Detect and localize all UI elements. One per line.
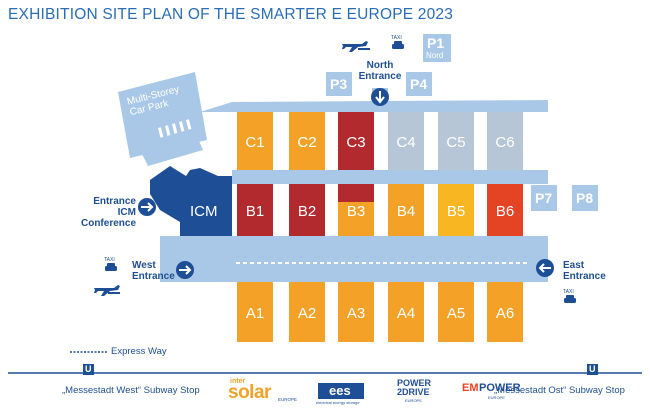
empower-logo: EM POWER EUROPE xyxy=(462,382,521,400)
subway-icon-east xyxy=(587,364,598,375)
ees-logo: ees electrical energy storage xyxy=(316,383,360,405)
hall-label: C6 xyxy=(495,134,514,151)
hall-label: B3 xyxy=(347,203,365,220)
hall-c1[interactable]: C1 xyxy=(237,112,273,170)
hall-label: B1 xyxy=(246,203,264,220)
hall-label: A2 xyxy=(298,305,316,322)
subway-letter-west: U xyxy=(85,364,92,374)
parking-p3-label: P3 xyxy=(330,76,348,92)
west-entrance-label: West Entrance xyxy=(132,260,175,282)
hall-label: A1 xyxy=(246,305,264,322)
page-title: EXHIBITION SITE PLAN OF THE SMARTER E EU… xyxy=(8,6,454,23)
intersolar-logo: inter solar EUROPE xyxy=(228,378,298,403)
icm-entrance-icon[interactable] xyxy=(138,198,156,216)
hall-label: C2 xyxy=(297,134,316,151)
airplane-icon xyxy=(94,285,120,296)
taxi-icon xyxy=(392,41,404,49)
hall-label: B2 xyxy=(298,203,316,220)
taxi-icon xyxy=(564,295,576,303)
hall-label: B6 xyxy=(496,203,514,220)
hall-label: B5 xyxy=(447,203,465,220)
parking-p8[interactable] xyxy=(572,185,598,211)
parking-p1-label: P1 xyxy=(427,35,445,51)
icm-entrance-label: Entrance ICM Conference xyxy=(80,196,136,229)
hall-b2[interactable]: B2 xyxy=(289,184,325,236)
parking-p4-label: P4 xyxy=(410,76,428,92)
hall-label: B4 xyxy=(397,203,415,220)
hall-complex-outline xyxy=(160,88,548,282)
hall-c6[interactable]: C6 xyxy=(487,112,523,170)
hall-c5[interactable]: C5 xyxy=(438,112,474,170)
north-entrance-label: North Entrance xyxy=(358,60,402,82)
hall-a1[interactable]: A1 xyxy=(237,282,273,342)
parking-p1[interactable] xyxy=(423,34,451,62)
hall-a4[interactable]: A4 xyxy=(388,282,424,342)
subway-west-label: „Messestadt West“ Subway Stop xyxy=(62,385,200,396)
ees-logo-box xyxy=(318,383,364,399)
east-entrance-label: East Entrance xyxy=(563,260,606,282)
west-entrance-icon[interactable] xyxy=(176,261,194,279)
hall-a6[interactable]: A6 xyxy=(487,282,523,342)
icm-label: ICM xyxy=(190,203,218,220)
north-entrance-icon[interactable] xyxy=(371,88,389,106)
parking-p7-label: P7 xyxy=(535,190,553,206)
parking-p8-label: P8 xyxy=(576,190,594,206)
hall-a3[interactable]: A3 xyxy=(338,282,374,342)
subway-letter-east: U xyxy=(589,364,596,374)
hall-a2[interactable]: A2 xyxy=(289,282,325,342)
exhibition-halls: C1 C2 C3 C4 C5 C6 B1 B2 B3 B4 B5 B6 A1 A2 A3 A4 A5 A6 xyxy=(237,112,523,342)
hall-b6[interactable]: B6 xyxy=(487,184,523,236)
hall-label: A5 xyxy=(447,305,465,322)
subway-icon-west xyxy=(83,364,94,375)
taxi-icon xyxy=(105,263,117,271)
hall-a5[interactable]: A5 xyxy=(438,282,474,342)
east-entrance-icon[interactable] xyxy=(536,259,554,277)
hall-label: C3 xyxy=(346,134,365,151)
hall-b3[interactable]: B3 xyxy=(338,184,374,236)
hall-label: A6 xyxy=(496,305,514,322)
parking-p7[interactable] xyxy=(531,185,557,211)
parking-p1-sub: Nord xyxy=(426,51,444,60)
icm-building[interactable] xyxy=(150,166,232,236)
multi-storey-car-park[interactable] xyxy=(118,72,207,166)
taxi-label: TAXI xyxy=(391,35,402,41)
hall-label: A4 xyxy=(397,305,415,322)
hall-b4[interactable]: B4 xyxy=(388,184,424,236)
hall-b5[interactable]: B5 xyxy=(438,184,474,236)
taxi-label: TAXI xyxy=(563,289,574,295)
hall-c3[interactable]: C3 xyxy=(338,112,374,170)
hall-label: C5 xyxy=(446,134,465,151)
hall-b1[interactable]: B1 xyxy=(237,184,273,236)
express-way-label: Express Way xyxy=(111,346,167,357)
parking-p3[interactable] xyxy=(326,72,352,96)
hall-c4[interactable]: C4 xyxy=(388,112,424,170)
parking-p4[interactable] xyxy=(406,72,432,96)
hall-label: C1 xyxy=(245,134,264,151)
power2drive-logo: POWER 2DRIVE EUROPE xyxy=(397,378,432,403)
hall-c2[interactable]: C2 xyxy=(289,112,325,170)
airplane-icon xyxy=(342,41,370,52)
hall-label: C4 xyxy=(396,134,415,151)
hall-label: A3 xyxy=(347,305,365,322)
subway-east-label: „Messestadt Ost“ Subway Stop xyxy=(494,385,625,396)
taxi-label: TAXI xyxy=(104,257,115,263)
